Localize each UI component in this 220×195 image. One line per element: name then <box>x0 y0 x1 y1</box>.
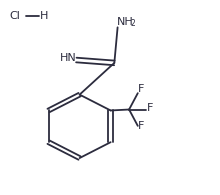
Text: NH: NH <box>117 17 133 27</box>
Text: Cl: Cl <box>9 11 20 21</box>
Text: F: F <box>147 103 154 113</box>
Text: F: F <box>138 121 145 131</box>
Text: 2: 2 <box>130 19 135 28</box>
Text: HN: HN <box>60 53 77 63</box>
Text: H: H <box>39 11 48 21</box>
Text: F: F <box>138 84 145 94</box>
